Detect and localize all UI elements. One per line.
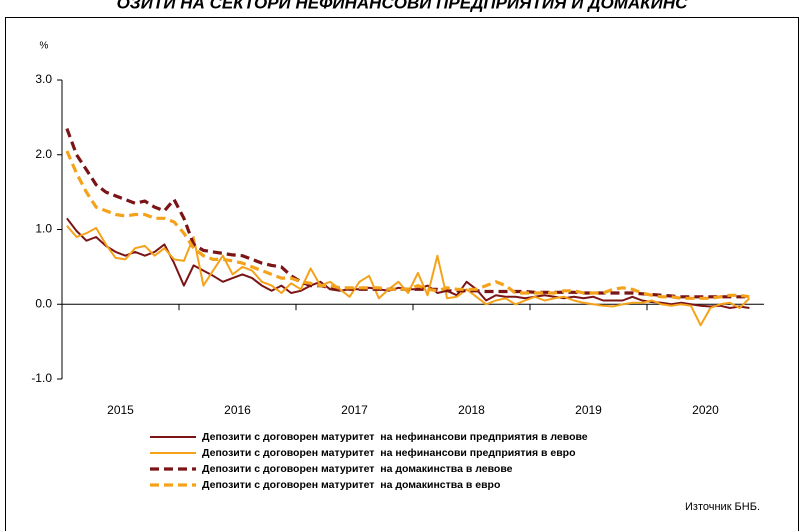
x-tick-label: 2017 <box>341 403 368 417</box>
x-tick-label: 2019 <box>575 403 602 417</box>
legend-label: Депозити с договорен матуритет на нефина… <box>202 431 588 443</box>
x-tick-label: 2018 <box>458 403 485 417</box>
x-tick-label: 2020 <box>692 403 719 417</box>
x-tick-label: 2016 <box>224 403 251 417</box>
y-tick-label: 3.0 <box>35 72 52 86</box>
legend-label: Депозити с договорен матуритет на домаки… <box>202 463 513 475</box>
legend-label: Депозити с договорен матуритет на нефина… <box>202 447 576 459</box>
y-tick-label: -1.0 <box>31 371 52 385</box>
source-note: Източник БНБ. <box>685 501 760 513</box>
y-tick-label: 1.0 <box>35 222 52 236</box>
chart-title: ОЗИТИ НА СЕКТОРИ НЕФИНАНСОВИ ПРЕДПРИЯТИЯ… <box>117 0 689 12</box>
series-line <box>66 225 751 327</box>
x-tick-label: 2015 <box>107 403 134 417</box>
legend-label: Депозити с договорен матуритет на домаки… <box>202 479 500 491</box>
y-tick-label: 0.0 <box>35 296 52 310</box>
y-tick-label: 2.0 <box>35 147 52 161</box>
y-unit: % <box>40 41 49 52</box>
chart-frame <box>5 17 799 531</box>
series-line <box>65 150 750 300</box>
